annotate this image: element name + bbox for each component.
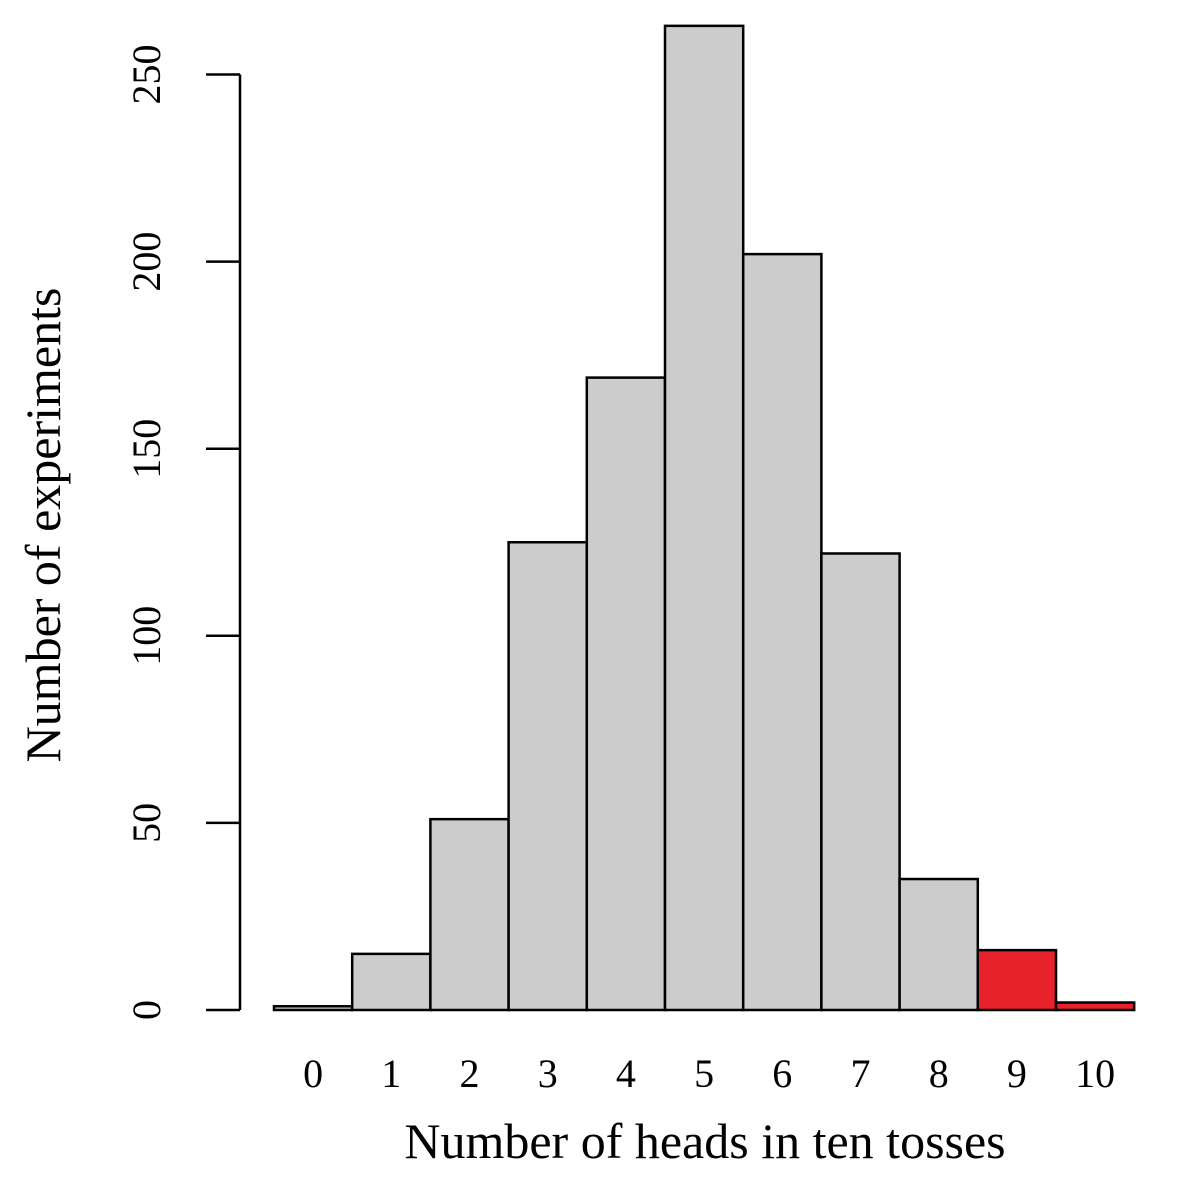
- bar-5: [663, 24, 745, 1012]
- x-axis-title: Number of heads in ten tosses: [404, 1113, 1005, 1169]
- bar-2: [429, 817, 510, 1012]
- y-tick-label-250: 250: [124, 45, 169, 105]
- y-tick-label-150: 150: [124, 419, 169, 479]
- bar-8: [898, 877, 980, 1012]
- x-tick-label-3: 3: [538, 1051, 558, 1096]
- x-tick-label-0: 0: [303, 1051, 323, 1096]
- x-tick-label-7: 7: [851, 1051, 871, 1096]
- bar-1: [350, 952, 432, 1012]
- bar-7: [820, 552, 901, 1012]
- bar-10: [1054, 1001, 1136, 1012]
- y-axis-title: Number of experiments: [15, 288, 71, 763]
- x-tick-label-2: 2: [460, 1051, 480, 1096]
- y-tick-label-200: 200: [124, 232, 169, 292]
- x-tick-label-4: 4: [616, 1051, 636, 1096]
- y-tick-label-0: 0: [124, 1000, 169, 1020]
- x-tick-labels: 0 1 2 3 4 5 6 7 8 9 10: [303, 1051, 1115, 1096]
- x-tick-label-8: 8: [929, 1051, 949, 1096]
- x-tick-label-10: 10: [1075, 1051, 1115, 1096]
- bar-3: [507, 541, 589, 1012]
- bar-4: [585, 376, 667, 1012]
- y-tick-label-50: 50: [124, 803, 169, 843]
- x-tick-label-6: 6: [772, 1051, 792, 1096]
- y-tick-label-100: 100: [124, 606, 169, 666]
- bars-layer: [272, 24, 1136, 1012]
- bar-0: [272, 1005, 354, 1012]
- x-tick-label-5: 5: [694, 1051, 714, 1096]
- bar-9: [976, 948, 1058, 1012]
- bar-6: [741, 252, 823, 1012]
- y-axis: 0 50 100 150 200 250: [124, 45, 242, 1020]
- x-tick-label-9: 9: [1007, 1051, 1027, 1096]
- x-tick-label-1: 1: [381, 1051, 401, 1096]
